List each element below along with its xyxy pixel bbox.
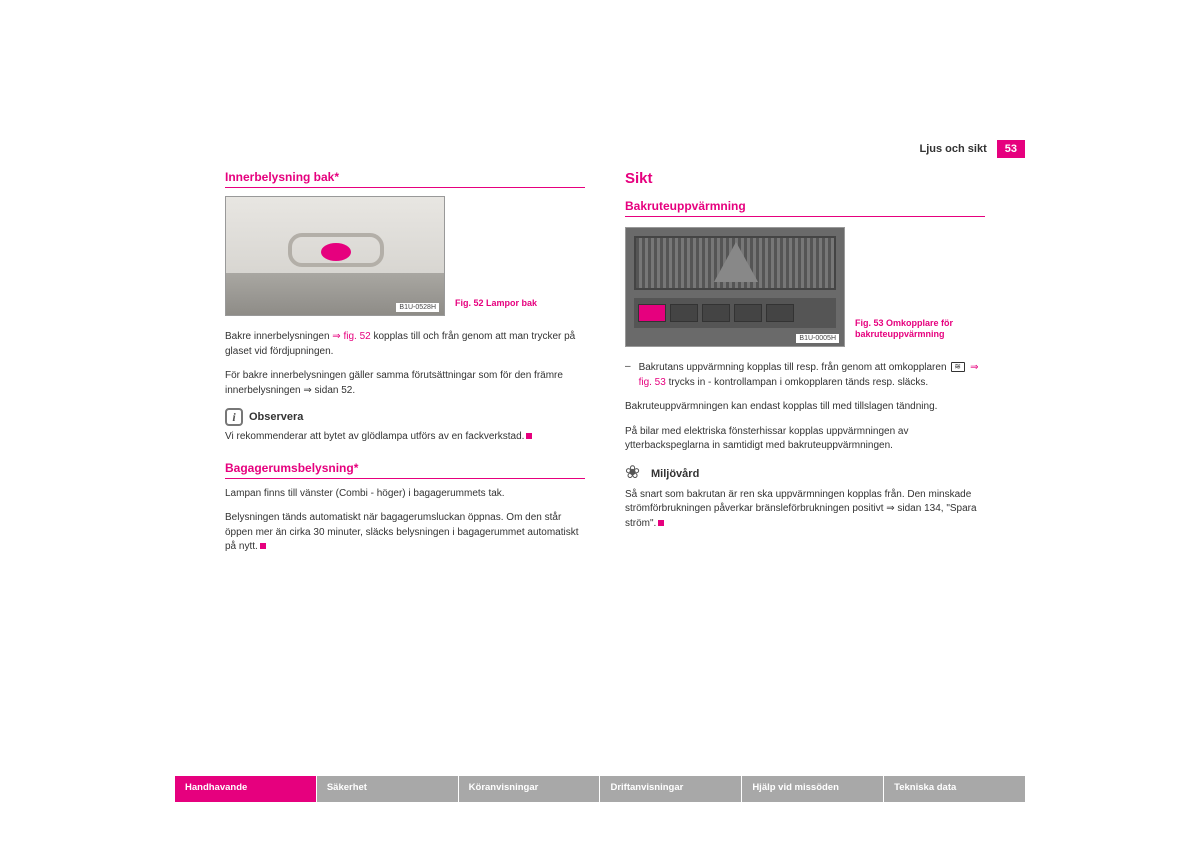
figure-52-row: B1U-0528H Fig. 52 Lampor bak (225, 196, 585, 316)
panel-button-icon (734, 304, 762, 322)
figure-53-image: B1U-0005H (625, 227, 845, 347)
env-text: Så snart som bakrutan är ren ska uppvärm… (625, 488, 985, 532)
para-inner-1a: Bakre innerbelysningen (225, 331, 332, 342)
env-text-span: Så snart som bakrutan är ren ska uppvärm… (625, 489, 977, 529)
page-header: Ljus och sikt 53 (920, 140, 1026, 158)
info-icon: i (225, 408, 243, 426)
tab-sakerhet[interactable]: Säkerhet (317, 776, 459, 802)
figure-53-label: B1U-0005H (796, 334, 839, 343)
para-inner-1: Bakre innerbelysningen ⇒ fig. 52 kopplas… (225, 330, 585, 359)
note-observera-row: i Observera (225, 408, 585, 426)
bullet-dash-icon: – (625, 361, 631, 390)
content-area: Innerbelysning bak* B1U-0528H Fig. 52 La… (225, 170, 985, 565)
note-text-observera: Vi rekommenderar att bytet av glödlampa … (225, 430, 585, 445)
left-column: Innerbelysning bak* B1U-0528H Fig. 52 La… (225, 170, 585, 565)
env-title: Miljövård (651, 468, 699, 480)
page-number: 53 (997, 140, 1025, 158)
panel-button-icon (702, 304, 730, 322)
panel-button-icon (766, 304, 794, 322)
flower-icon (625, 464, 645, 484)
tab-koranvisningar[interactable]: Köranvisningar (459, 776, 601, 802)
heading-bagagerum: Bagagerumsbelysning* (225, 461, 585, 479)
para-bag-1: Lampan finns till vänster (Combi - höger… (225, 487, 585, 502)
figure-53-caption: Fig. 53 Omkopplare för bakruteuppvärmnin… (855, 318, 965, 347)
para-bag-2: Belysningen tänds automatiskt när bagage… (225, 511, 585, 555)
figure-52-label: B1U-0528H (396, 303, 439, 312)
esp-button-icon (670, 304, 698, 322)
note-title-observera: Observera (249, 411, 303, 423)
end-marker-icon (526, 433, 532, 439)
figure-52-image: B1U-0528H (225, 196, 445, 316)
bullet-text-a: Bakrutans uppvärmning kopplas till resp.… (639, 362, 950, 373)
tab-tekniska[interactable]: Tekniska data (884, 776, 1025, 802)
heading-sikt: Sikt (625, 170, 985, 187)
defrost-symbol-icon (951, 362, 965, 372)
right-column: Sikt Bakruteuppvärmning B1U-0005H Fig. 5… (625, 170, 985, 565)
bullet-text-b: trycks in - kontrollampan i omkopplaren … (666, 377, 928, 388)
fig-ref-52: ⇒ fig. 52 (332, 331, 370, 342)
para-right-1: Bakruteuppvärmningen kan endast kopplas … (625, 400, 985, 415)
defrost-button-icon (638, 304, 666, 322)
tab-driftanvisningar[interactable]: Driftanvisningar (600, 776, 742, 802)
tab-handhavande[interactable]: Handhavande (175, 776, 317, 802)
bullet-text: Bakrutans uppvärmning kopplas till resp.… (639, 361, 985, 390)
heading-bakrute: Bakruteuppvärmning (625, 199, 985, 217)
para-bag-2-span: Belysningen tänds automatiskt när bagage… (225, 512, 579, 552)
end-marker-icon (658, 520, 664, 526)
para-inner-2: För bakre innerbelysningen gäller samma … (225, 369, 585, 398)
tab-hjalp[interactable]: Hjälp vid missöden (742, 776, 884, 802)
end-marker-icon (260, 543, 266, 549)
figure-53-row: B1U-0005H Fig. 53 Omkopplare för bakrute… (625, 227, 985, 347)
env-row: Miljövård (625, 464, 985, 484)
note-text-observera-span: Vi rekommenderar att bytet av glödlampa … (225, 431, 524, 442)
heading-innerbelysning: Innerbelysning bak* (225, 170, 585, 188)
footer-tabs: Handhavande Säkerhet Köranvisningar Drif… (175, 776, 1025, 802)
bullet-bakrutan: – Bakrutans uppvärmning kopplas till res… (625, 361, 985, 390)
figure-52-caption: Fig. 52 Lampor bak (455, 298, 537, 316)
para-right-2: På bilar med elektriska fönsterhissar ko… (625, 425, 985, 454)
header-section-title: Ljus och sikt (920, 143, 987, 155)
